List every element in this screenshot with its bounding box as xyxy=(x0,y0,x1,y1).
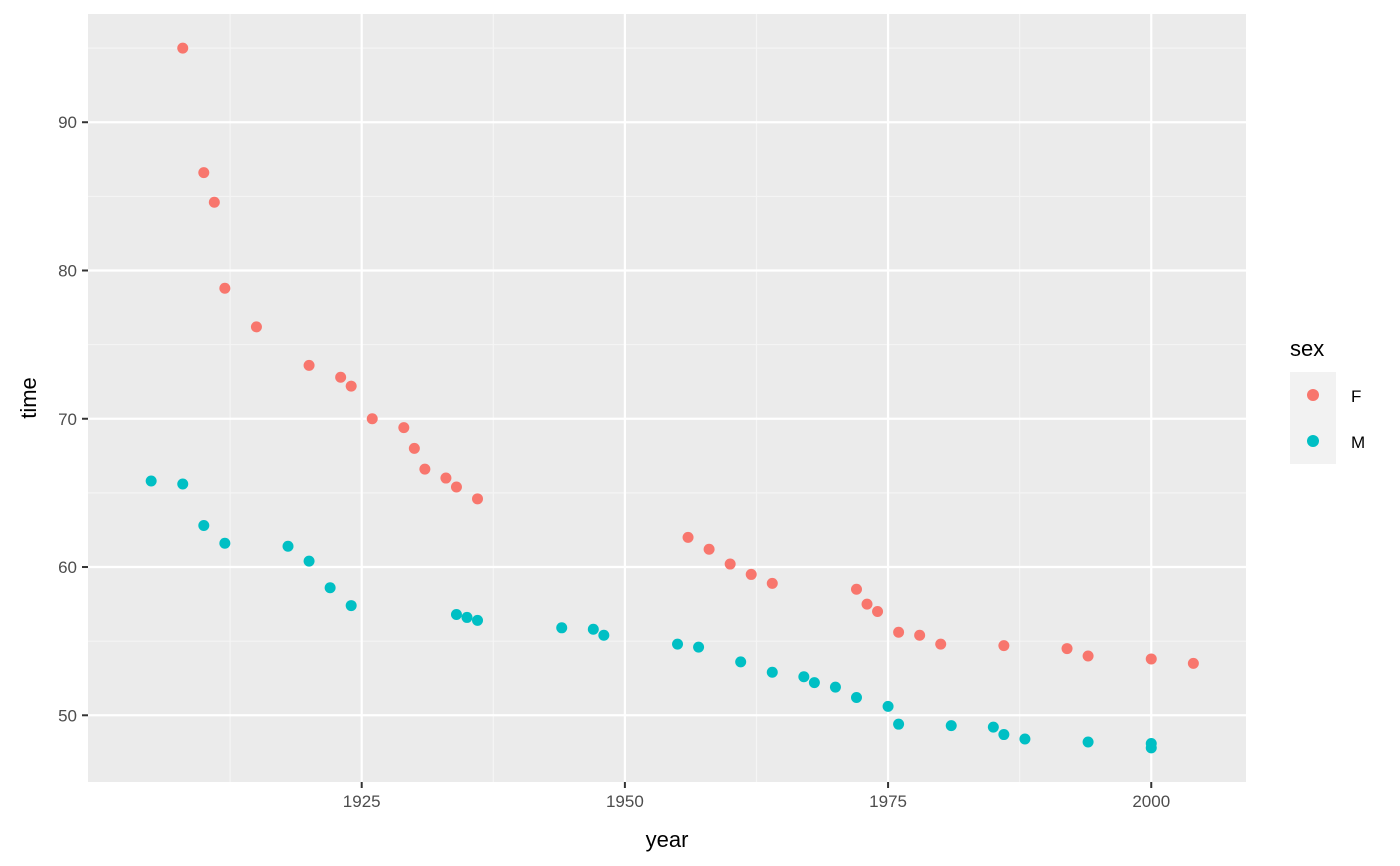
legend-label-f: F xyxy=(1351,387,1361,406)
data-point-f xyxy=(682,531,694,543)
data-point-f xyxy=(198,167,210,179)
data-points xyxy=(145,42,1199,754)
data-point-m xyxy=(587,623,599,635)
y-tick-label: 60 xyxy=(58,558,77,577)
data-point-f xyxy=(861,598,873,610)
y-axis-title: time xyxy=(16,377,41,419)
data-point-f xyxy=(893,626,905,638)
data-point-m xyxy=(219,537,231,549)
data-point-m xyxy=(893,718,905,730)
data-point-m xyxy=(324,582,336,594)
x-tick-label: 1925 xyxy=(343,792,381,811)
data-point-m xyxy=(177,478,189,490)
y-axis: 50 60 70 80 90 xyxy=(58,113,88,725)
x-axis: 1925 1950 1975 2000 xyxy=(343,782,1170,811)
data-point-m xyxy=(1145,742,1157,754)
legend-marker-f xyxy=(1307,389,1319,401)
x-tick-label: 2000 xyxy=(1132,792,1170,811)
data-point-m xyxy=(450,608,462,620)
data-point-m xyxy=(693,641,705,653)
data-point-m xyxy=(1019,733,1031,745)
data-point-f xyxy=(766,577,778,589)
data-point-m xyxy=(556,622,568,634)
data-point-m xyxy=(829,681,841,693)
data-point-f xyxy=(208,196,220,208)
data-point-m xyxy=(850,691,862,703)
data-point-m xyxy=(472,614,484,626)
legend: sex F M xyxy=(1290,336,1365,464)
data-point-f xyxy=(998,640,1010,652)
data-point-m xyxy=(735,656,747,668)
data-point-m xyxy=(303,555,315,567)
data-point-f xyxy=(335,371,347,383)
legend-title: sex xyxy=(1290,336,1324,361)
data-point-f xyxy=(703,543,715,555)
data-point-f xyxy=(345,380,357,392)
legend-marker-m xyxy=(1307,435,1319,447)
data-point-m xyxy=(987,721,999,733)
data-point-f xyxy=(219,282,231,294)
minor-gridlines xyxy=(88,14,1246,782)
y-tick-label: 70 xyxy=(58,410,77,429)
data-point-f xyxy=(450,481,462,493)
data-point-f xyxy=(250,321,262,333)
data-point-m xyxy=(1082,736,1094,748)
data-point-m xyxy=(798,671,810,683)
data-point-m xyxy=(198,520,210,532)
data-point-f xyxy=(398,422,410,434)
data-point-f xyxy=(1145,653,1157,665)
data-point-f xyxy=(724,558,736,570)
data-point-f xyxy=(419,463,431,475)
y-tick-label: 90 xyxy=(58,113,77,132)
panel-background xyxy=(88,14,1246,782)
data-point-m xyxy=(882,700,894,712)
data-point-m xyxy=(461,611,473,623)
data-point-m xyxy=(998,729,1010,741)
x-tick-label: 1950 xyxy=(606,792,644,811)
data-point-m xyxy=(145,475,157,487)
legend-label-m: M xyxy=(1351,433,1365,452)
data-point-f xyxy=(440,472,452,484)
data-point-m xyxy=(945,720,957,732)
data-point-m xyxy=(345,600,357,612)
data-point-m xyxy=(282,540,294,552)
data-point-f xyxy=(1082,650,1094,662)
y-tick-label: 50 xyxy=(58,706,77,725)
data-point-f xyxy=(850,583,862,595)
y-tick-label: 80 xyxy=(58,261,77,280)
data-point-f xyxy=(366,413,378,425)
data-point-f xyxy=(408,442,420,454)
data-point-f xyxy=(303,359,315,371)
data-point-m xyxy=(766,666,778,678)
x-tick-label: 1975 xyxy=(869,792,907,811)
x-axis-title: year xyxy=(646,827,689,852)
data-point-f xyxy=(935,638,947,650)
data-point-f xyxy=(872,605,884,617)
data-point-f xyxy=(1061,643,1073,655)
data-point-f xyxy=(472,493,484,505)
data-point-m xyxy=(672,638,684,650)
data-point-m xyxy=(808,677,820,689)
data-point-f xyxy=(914,629,926,641)
data-point-f xyxy=(1187,657,1199,669)
data-point-f xyxy=(177,42,189,54)
data-point-f xyxy=(745,568,757,580)
data-point-m xyxy=(598,629,610,641)
